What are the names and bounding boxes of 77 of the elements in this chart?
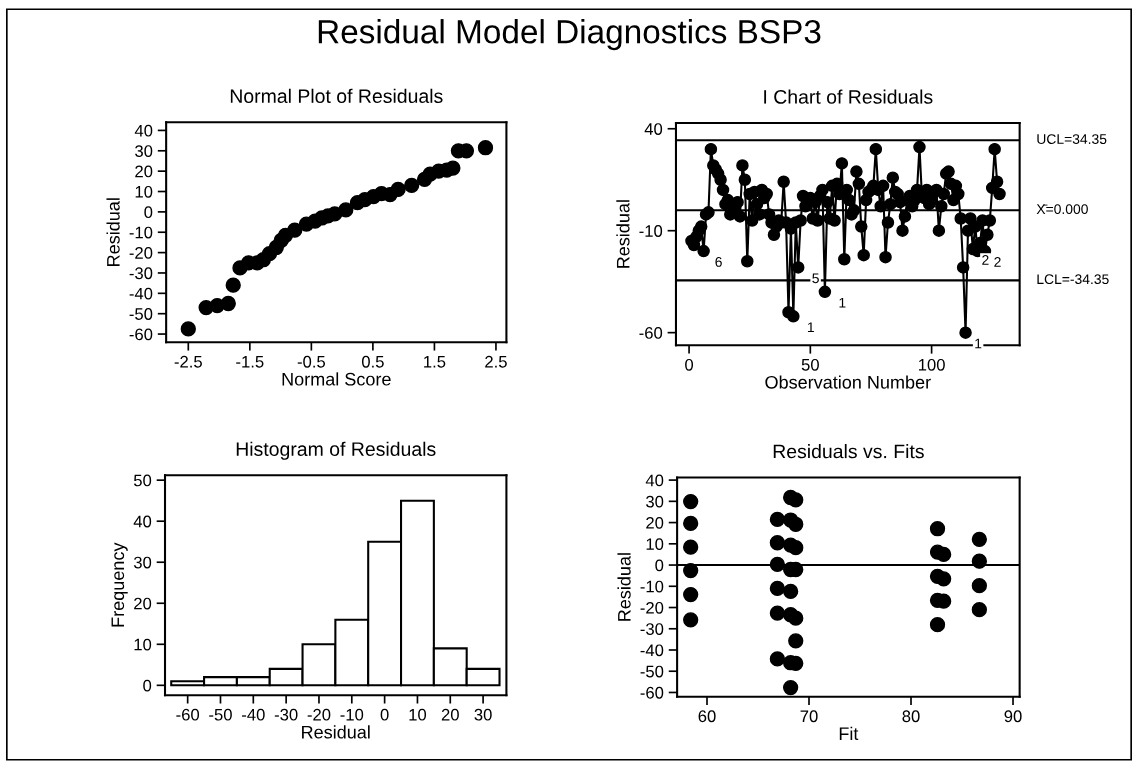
y-tick-label: -10: [640, 580, 664, 593]
ref-line-label: LCL=-34.35: [1037, 274, 1109, 285]
chart-title: Residuals vs. Fits: [773, 444, 924, 459]
x-tick-label: -10: [340, 708, 364, 721]
y-tick-label: -30: [129, 267, 153, 280]
y-tick-label: 20: [646, 516, 664, 529]
y-tick-label: -40: [129, 287, 153, 300]
chart-title: I Chart of Residuals: [764, 89, 933, 104]
y-tick-label: 0: [655, 559, 664, 572]
x-tick-label: 0.5: [361, 355, 384, 368]
annotation: 5: [812, 273, 819, 284]
x-tick-label: 50: [801, 358, 819, 371]
annotation: 2: [982, 254, 989, 265]
y-tick-label: -40: [640, 644, 664, 657]
y-tick-label: -60: [640, 686, 664, 699]
y-axis-title: Residual: [617, 553, 631, 621]
annotation: 6: [715, 257, 722, 267]
y-tick-label: 30: [135, 145, 153, 157]
ref-line-label: UCL=34.35: [1037, 134, 1107, 144]
y-tick-label: -10: [639, 225, 663, 237]
y-tick-label: 40: [133, 515, 152, 528]
y-tick-label: 40: [644, 123, 663, 135]
x-tick-label: -60: [176, 708, 200, 721]
x-tick-label: -2.5: [174, 355, 202, 368]
y-tick-label: 40: [134, 124, 153, 137]
x-tick-label: -1.5: [236, 356, 264, 368]
y-tick-label: -20: [129, 247, 153, 259]
x-tick-label: -0.5: [297, 355, 326, 368]
y-tick-label: -60: [639, 327, 663, 339]
y-tick-label: 20: [134, 597, 152, 610]
y-tick-label: 0: [143, 679, 152, 692]
ref-line-label: X̄=0.000: [1036, 204, 1088, 215]
x-axis-title: Observation Number: [765, 375, 931, 389]
y-tick-label: 30: [646, 495, 664, 508]
x-tick-label: 70: [800, 710, 818, 723]
y-axis-title: Residual: [106, 198, 120, 266]
y-tick-label: -60: [129, 328, 153, 341]
y-tick-label: -50: [129, 308, 153, 320]
x-tick-label: 90: [1004, 710, 1022, 723]
y-axis-title: Residual: [616, 200, 630, 268]
x-tick-label: 2.5: [485, 355, 507, 368]
chart-title: Histogram of Residuals: [236, 441, 436, 460]
y-tick-label: -10: [129, 226, 153, 239]
x-tick-label: -40: [242, 708, 265, 721]
y-axis-title: Frequency: [111, 542, 128, 627]
text: Residual Model Diagnostics BSP3: [318, 19, 821, 51]
x-axis-title: Residual: [302, 725, 370, 739]
x-axis-title: Fit: [839, 726, 859, 741]
x-tick-label: 20: [441, 708, 459, 721]
annotation: 1: [807, 322, 814, 332]
annotation: 2: [994, 257, 1001, 267]
y-tick-label: -20: [640, 601, 664, 614]
y-tick-label: 10: [135, 185, 153, 198]
x-tick-label: -50: [209, 708, 232, 721]
x-tick-label: 1.5: [424, 356, 446, 368]
y-tick-label: 30: [133, 556, 152, 569]
y-tick-label: -30: [640, 623, 664, 635]
y-tick-label: 0: [144, 206, 153, 219]
x-tick-label: 30: [474, 708, 492, 721]
y-tick-label: -50: [640, 665, 664, 678]
x-tick-label: 10: [409, 708, 427, 721]
x-tick-label: -30: [274, 708, 298, 721]
y-tick-label: 20: [135, 165, 153, 178]
y-tick-label: 40: [645, 474, 664, 487]
x-tick-label: 0: [380, 708, 389, 721]
y-tick-label: 10: [646, 538, 664, 551]
annotation: 1: [975, 338, 982, 349]
x-tick-label: 100: [918, 358, 945, 371]
x-axis-title: Normal Score: [282, 372, 391, 386]
x-tick-label: 60: [698, 710, 716, 723]
x-tick-label: -20: [307, 708, 331, 721]
x-tick-label: 0: [685, 358, 694, 371]
chart-title: Normal Plot of Residuals: [230, 88, 443, 104]
x-tick-label: 80: [902, 710, 920, 723]
y-tick-label: 50: [133, 474, 152, 487]
annotation: 1: [839, 297, 846, 308]
y-tick-label: 10: [134, 638, 152, 651]
